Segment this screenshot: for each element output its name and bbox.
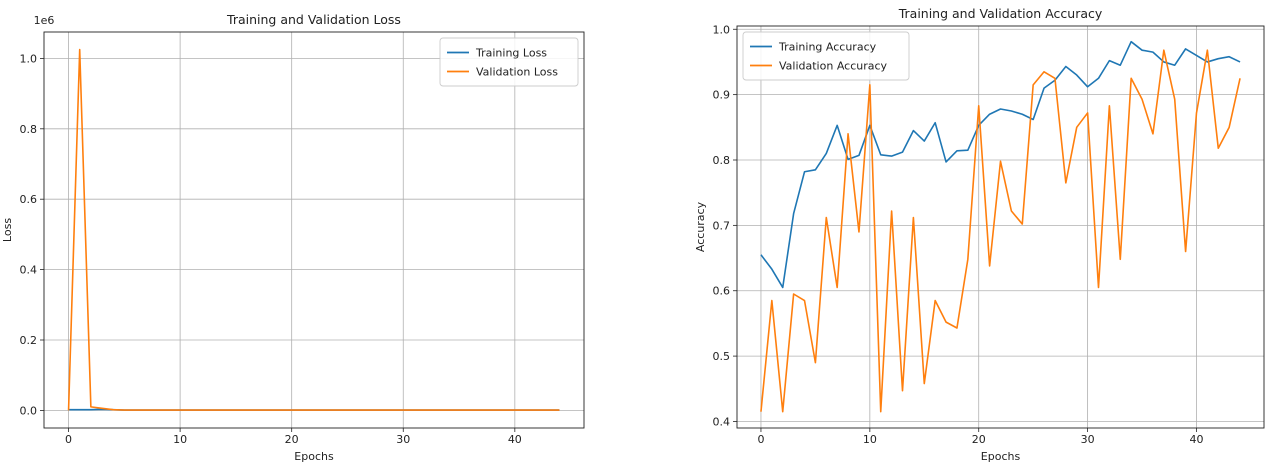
- series-line-validation-loss: [67, 48, 560, 411]
- y-axis-label: Loss: [1, 218, 14, 242]
- y-tick-label: 0.0: [20, 404, 38, 417]
- plot-area: [737, 26, 1264, 428]
- y-tick-label: 0.8: [20, 123, 38, 136]
- y-tick-label: 1.0: [20, 52, 38, 65]
- x-tick-label: 20: [972, 433, 986, 446]
- y-tick-label: 1.0: [713, 23, 731, 36]
- legend-label: Training Accuracy: [778, 41, 877, 54]
- y-tick-label: 0.5: [713, 350, 731, 363]
- legend-label: Training Loss: [475, 47, 547, 60]
- legend-label: Validation Loss: [476, 66, 558, 79]
- x-tick-label: 20: [285, 433, 299, 446]
- series-line-training-accuracy: [760, 40, 1241, 289]
- x-axis-label: Epochs: [294, 450, 334, 463]
- series-line-validation-accuracy: [760, 49, 1241, 413]
- chart-2: 0 10 20 30 40 0.4 0.5 0.6 0.7 0.8 0.9 1.0 Training a…: [694, 6, 1265, 463]
- y-tick-label: 0.6: [713, 285, 731, 298]
- x-tick-label: 30: [1081, 433, 1095, 446]
- y-tick-label: 0.7: [713, 219, 731, 232]
- x-axis-label: Epochs: [981, 450, 1021, 463]
- plot-area: [44, 32, 584, 428]
- y-tick-label: 0.2: [20, 334, 38, 347]
- x-tick-label: 40: [1189, 433, 1203, 446]
- x-tick-label: 10: [173, 433, 187, 446]
- legend: Training Loss Validation Loss: [439, 37, 579, 87]
- y-tick-label: 0.8: [713, 154, 731, 167]
- y-tick-label: 0.4: [713, 415, 731, 428]
- legend-label: Validation Accuracy: [779, 60, 888, 73]
- legend: Training Accuracy Validation Accuracy: [742, 31, 910, 81]
- chart-title: Training and Validation Loss: [226, 12, 401, 27]
- y-axis-label: Accuracy: [694, 201, 707, 252]
- legend-box: [742, 31, 910, 81]
- y-tick-label: 0.9: [713, 89, 731, 102]
- y-tick-label: 0.4: [20, 264, 38, 277]
- chart-title: Training and Validation Accuracy: [898, 6, 1103, 21]
- axis-offset-label: 1e6: [34, 14, 55, 27]
- x-tick-label: 30: [396, 433, 410, 446]
- axes-frame: [43, 31, 585, 429]
- x-tick-label: 40: [508, 433, 522, 446]
- x-tick-label: 0: [757, 433, 764, 446]
- chart-1: 0 10 20 30 40 0.0 0.2 0.4 0.6 0.8 1.0 Training and …: [1, 12, 585, 463]
- y-tick-label: 0.6: [20, 193, 38, 206]
- x-tick-label: 10: [863, 433, 877, 446]
- axes-frame: [736, 25, 1265, 429]
- legend-box: [439, 37, 579, 87]
- x-tick-label: 0: [65, 433, 72, 446]
